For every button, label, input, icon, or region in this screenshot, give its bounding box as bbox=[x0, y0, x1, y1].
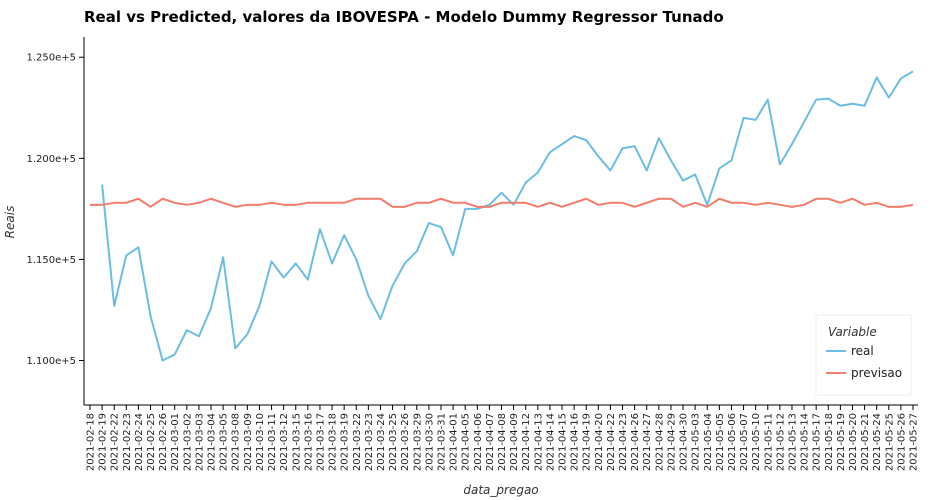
x-tick-label: 2021-03-09 bbox=[243, 413, 254, 471]
x-tick-label: 2021-05-04 bbox=[703, 413, 714, 471]
x-tick-label: 2021-05-05 bbox=[715, 413, 726, 471]
x-tick-label: 2021-03-26 bbox=[400, 413, 411, 471]
x-tick-label: 2021-05-18 bbox=[824, 413, 835, 471]
x-tick-label: 2021-03-05 bbox=[219, 413, 230, 471]
y-axis-label: Reais bbox=[3, 206, 17, 239]
x-tick-label: 2021-04-08 bbox=[497, 413, 508, 471]
x-tick-label: 2021-05-26 bbox=[896, 413, 907, 471]
legend-label-real: real bbox=[851, 344, 874, 358]
series-lines bbox=[90, 70, 914, 362]
x-tick-label: 2021-03-19 bbox=[340, 413, 351, 471]
x-tick-label: 2021-02-24 bbox=[134, 413, 145, 471]
x-tick-label: 2021-03-18 bbox=[328, 413, 339, 471]
x-tick-label: 2021-05-21 bbox=[860, 413, 871, 471]
x-tick-label: 2021-03-03 bbox=[194, 413, 205, 471]
x-tick-label: 2021-02-26 bbox=[158, 413, 169, 471]
x-tick-label: 2021-04-15 bbox=[558, 413, 569, 471]
x-tick-label: 2021-02-23 bbox=[122, 413, 133, 471]
x-tick-label: 2021-03-15 bbox=[291, 413, 302, 471]
x-tick-label: 2021-04-13 bbox=[533, 413, 544, 471]
x-tick-label: 2021-03-25 bbox=[388, 413, 399, 471]
x-tick-label: 2021-03-04 bbox=[207, 413, 218, 471]
y-tick-label: 1.150e+5 bbox=[26, 255, 76, 266]
x-tick-label: 2021-02-25 bbox=[146, 413, 157, 471]
x-tick-label: 2021-05-12 bbox=[775, 413, 786, 471]
x-tick-label: 2021-05-06 bbox=[727, 413, 738, 471]
x-tick-label: 2021-03-30 bbox=[424, 413, 435, 471]
legend-label-previsao: previsao bbox=[851, 366, 902, 380]
x-tick-label: 2021-05-20 bbox=[848, 413, 859, 471]
x-tick-label: 2021-05-24 bbox=[872, 413, 883, 471]
x-tick-label: 2021-04-23 bbox=[618, 413, 629, 471]
x-tick-label: 2021-03-31 bbox=[436, 413, 447, 471]
legend: Variable real previsao bbox=[815, 314, 912, 396]
x-tick-label: 2021-05-10 bbox=[751, 413, 762, 471]
x-tick-label: 2021-03-11 bbox=[267, 413, 278, 471]
x-tick-label: 2021-05-14 bbox=[800, 413, 811, 471]
x-tick-label: 2021-04-19 bbox=[582, 413, 593, 471]
x-tick-label: 2021-04-01 bbox=[449, 413, 460, 471]
series-line-real bbox=[101, 70, 914, 362]
y-axis-ticks: 1.100e+5 1.150e+5 1.200e+5 1.250e+5 bbox=[26, 53, 84, 367]
x-tick-label: 2021-04-06 bbox=[473, 413, 484, 471]
x-tick-label: 2021-03-08 bbox=[231, 413, 242, 471]
x-tick-label: 2021-04-12 bbox=[521, 413, 532, 471]
x-tick-label: 2021-04-28 bbox=[654, 413, 665, 471]
x-tick-label: 2021-04-29 bbox=[666, 413, 677, 471]
x-tick-label: 2021-05-27 bbox=[909, 413, 920, 471]
x-tick-label: 2021-04-26 bbox=[630, 413, 641, 471]
x-tick-label: 2021-03-29 bbox=[412, 413, 423, 471]
x-tick-label: 2021-03-22 bbox=[352, 413, 363, 471]
x-tick-label: 2021-02-18 bbox=[86, 413, 97, 471]
x-tick-label: 2021-03-17 bbox=[315, 413, 326, 471]
x-tick-label: 2021-04-07 bbox=[485, 413, 496, 471]
y-tick-label: 1.100e+5 bbox=[26, 356, 76, 367]
legend-box bbox=[815, 314, 912, 396]
legend-title: Variable bbox=[828, 325, 877, 339]
x-tick-label: 2021-03-10 bbox=[255, 413, 266, 471]
x-axis-label: data_pregao bbox=[463, 483, 538, 497]
x-tick-label: 2021-03-16 bbox=[303, 413, 314, 471]
x-tick-label: 2021-04-22 bbox=[606, 413, 617, 471]
x-tick-label: 2021-05-13 bbox=[787, 413, 798, 471]
x-tick-label: 2021-04-20 bbox=[594, 413, 605, 471]
x-tick-label: 2021-03-24 bbox=[376, 413, 387, 471]
y-tick-label: 1.250e+5 bbox=[26, 53, 76, 64]
series-line-previsao bbox=[90, 197, 914, 208]
x-tick-label: 2021-04-30 bbox=[679, 413, 690, 471]
x-tick-label: 2021-04-27 bbox=[642, 413, 653, 471]
chart-title: Real vs Predicted, valores da IBOVESPA -… bbox=[84, 8, 724, 26]
x-tick-label: 2021-03-12 bbox=[279, 413, 290, 471]
x-tick-label: 2021-04-05 bbox=[461, 413, 472, 471]
x-axis-ticks: 2021-02-18 2021-02-19 2021-02-22 2021-02-23… bbox=[86, 405, 920, 471]
x-tick-label: 2021-05-11 bbox=[763, 413, 774, 471]
legend-entries: real previsao bbox=[826, 344, 902, 380]
x-tick-label: 2021-03-02 bbox=[182, 413, 193, 471]
x-tick-label: 2021-04-16 bbox=[570, 413, 581, 471]
x-tick-label: 2021-02-22 bbox=[110, 413, 121, 471]
x-tick-label: 2021-03-23 bbox=[364, 413, 375, 471]
x-tick-label: 2021-04-09 bbox=[509, 413, 520, 471]
x-tick-label: 2021-05-19 bbox=[836, 413, 847, 471]
x-tick-label: 2021-05-25 bbox=[884, 413, 895, 471]
axes bbox=[83, 37, 918, 406]
x-tick-label: 2021-03-01 bbox=[170, 413, 181, 471]
x-tick-label: 2021-05-07 bbox=[739, 413, 750, 471]
x-tick-label: 2021-05-03 bbox=[691, 413, 702, 471]
x-tick-label: 2021-04-14 bbox=[545, 413, 556, 471]
x-tick-label: 2021-02-19 bbox=[98, 413, 109, 471]
x-tick-label: 2021-05-17 bbox=[812, 413, 823, 471]
y-tick-label: 1.200e+5 bbox=[26, 154, 76, 165]
